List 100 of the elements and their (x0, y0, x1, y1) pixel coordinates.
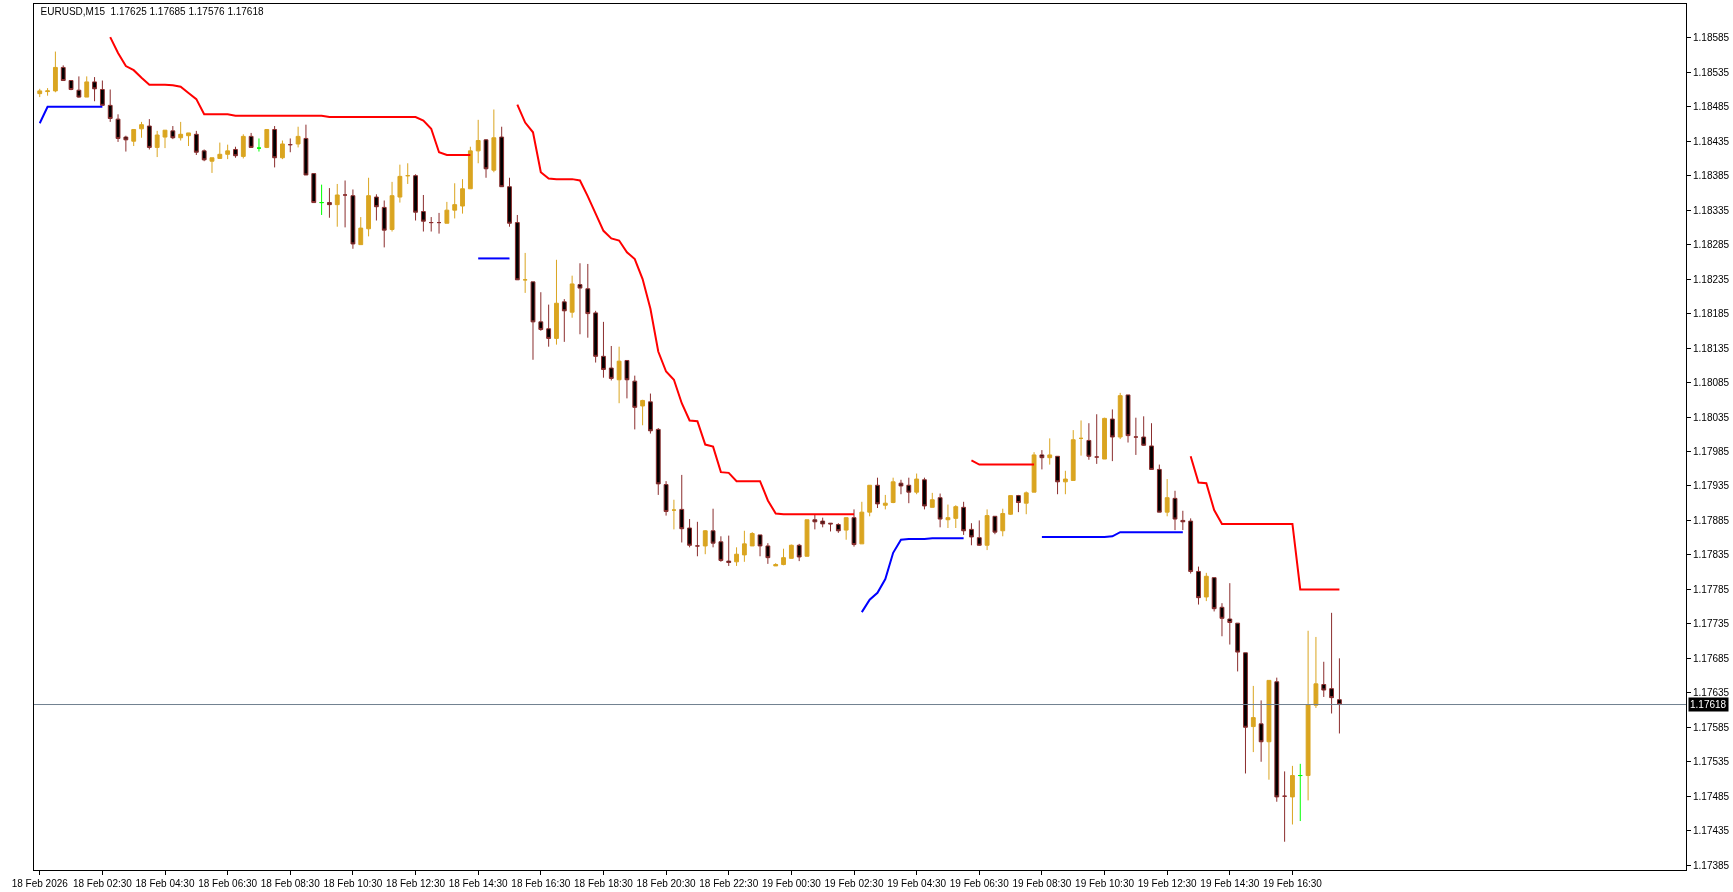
x-tick-label: 19 Feb 04:30 (887, 878, 947, 889)
x-tick-label: 18 Feb 16:30 (511, 878, 571, 889)
candlestick (1172, 490, 1178, 531)
candlestick (358, 216, 364, 246)
candlestick (115, 113, 121, 143)
candlestick (577, 262, 583, 335)
candlestick (616, 346, 622, 404)
candlestick (1023, 490, 1029, 515)
candlestick (170, 125, 176, 140)
candlestick (1062, 470, 1068, 495)
candlestick (640, 399, 646, 426)
candlestick (898, 479, 904, 495)
candlestick (514, 214, 520, 281)
y-tick-label: 1.18035 (1693, 411, 1730, 423)
candlestick (929, 492, 935, 508)
candlestick (272, 125, 278, 168)
candlestick (146, 118, 152, 150)
candlestick (154, 130, 160, 158)
candlestick (796, 543, 802, 562)
candlestick (961, 501, 967, 536)
candlestick (1313, 636, 1319, 709)
candlestick (992, 515, 998, 535)
candlestick (882, 494, 888, 510)
x-tick-label: 19 Feb 12:30 (1137, 878, 1198, 889)
candlestick (37, 88, 43, 98)
candlestick (389, 181, 395, 233)
candlestick (334, 183, 340, 228)
candlestick (193, 130, 199, 156)
x-tick-label: 18 Feb 04:30 (135, 878, 195, 889)
candlestick (914, 473, 920, 495)
x-tick-label: 18 Feb 22:30 (699, 878, 759, 889)
candlestick (906, 477, 912, 504)
candlestick (867, 484, 873, 517)
candlestick (718, 535, 724, 563)
x-tick-label: 18 Feb 10:30 (323, 878, 383, 889)
candlestick (1000, 508, 1006, 537)
candlestick (1337, 657, 1342, 734)
x-tick-label: 19 Feb 02:30 (824, 878, 884, 889)
candlestick (608, 345, 614, 381)
candlestick (45, 87, 50, 97)
candlestick (773, 562, 779, 567)
candlestick (1070, 429, 1076, 481)
candlestick (76, 75, 82, 99)
candlestick (843, 517, 849, 541)
y-tick-label: 1.17985 (1693, 445, 1730, 457)
candlestick (546, 304, 552, 348)
candlestick (139, 121, 144, 139)
candlestick (303, 124, 309, 176)
candlestick (922, 477, 927, 510)
candlestick (890, 477, 896, 504)
y-tick-label: 1.18585 (1693, 32, 1730, 44)
x-tick-label: 18 Feb 12:30 (386, 878, 446, 889)
x-tick-label: 19 Feb 14:30 (1200, 878, 1260, 889)
candlestick (694, 521, 700, 557)
x-tick-label: 19 Feb 16:30 (1262, 878, 1323, 889)
candlestick (1133, 417, 1139, 456)
candlestick (475, 119, 481, 164)
candlestick (483, 138, 489, 179)
candlestick (1008, 495, 1013, 516)
y-tick-label: 1.18235 (1693, 273, 1730, 285)
y-tick-label: 1.17935 (1693, 480, 1730, 492)
candlestick (1031, 451, 1037, 493)
y-tick-label: 1.17485 (1693, 790, 1730, 802)
candlestick (319, 184, 325, 216)
candlestick (240, 133, 246, 159)
candlestick (1180, 510, 1186, 531)
y-tick-label: 1.17535 (1693, 756, 1730, 768)
candlestick (107, 89, 113, 123)
candlestick (679, 474, 685, 543)
candlestick (467, 146, 473, 190)
candlestick (428, 216, 434, 233)
candlestick (327, 187, 332, 219)
candlestick (311, 173, 317, 204)
y-tick-label: 1.17585 (1693, 721, 1730, 733)
y-tick-label: 1.18485 (1693, 101, 1730, 113)
candlestick (1078, 419, 1084, 457)
candlestick (945, 504, 951, 529)
candlestick (444, 201, 450, 224)
candlestick (765, 542, 771, 565)
candlestick (264, 128, 270, 149)
candlestick (1250, 685, 1256, 753)
candlestick (123, 136, 129, 153)
candlestick (397, 164, 403, 204)
candlestick (287, 137, 293, 153)
candlestick (68, 80, 74, 91)
candlestick (201, 148, 207, 162)
candlestick (1211, 577, 1217, 612)
candlestick (405, 162, 411, 185)
candlestick (280, 140, 285, 160)
candlestick (1164, 478, 1170, 517)
y-tick-label: 1.18185 (1693, 308, 1730, 320)
candlestick (702, 529, 708, 555)
candlestick (1290, 765, 1295, 825)
candlestick (1117, 392, 1123, 440)
y-tick-label: 1.18135 (1693, 342, 1730, 354)
candlestick (655, 427, 661, 496)
candlestick (1156, 464, 1162, 513)
x-tick-label: 18 Feb 02:30 (72, 878, 133, 889)
candlestick (1109, 408, 1115, 462)
y-tick-label: 1.17885 (1693, 514, 1730, 526)
